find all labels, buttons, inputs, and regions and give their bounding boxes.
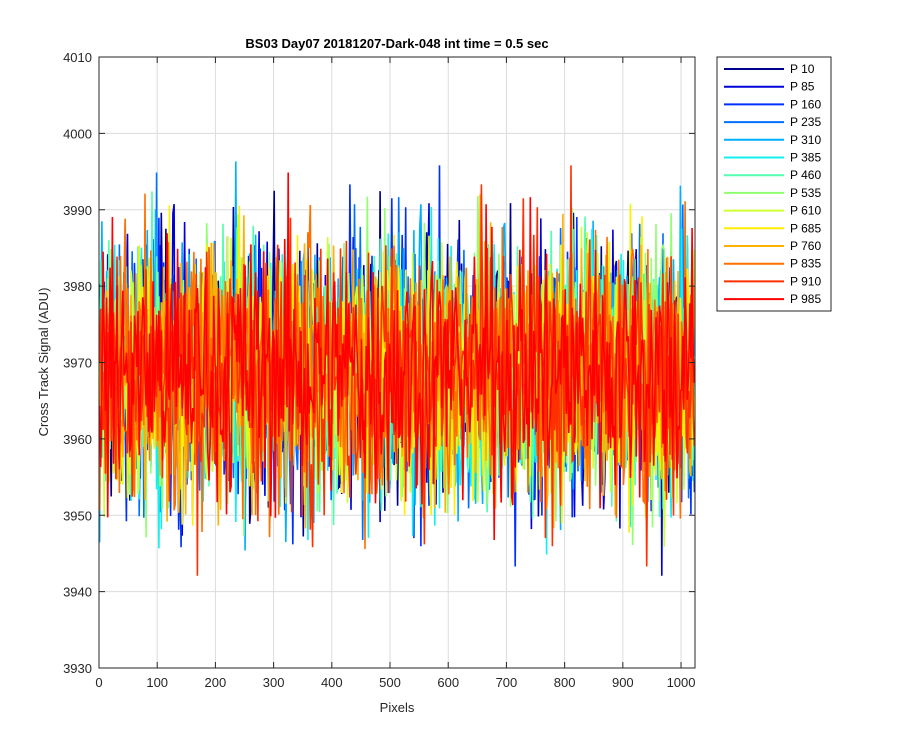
x-tick-label: 800 bbox=[554, 675, 576, 690]
legend-entry-label: P 385 bbox=[790, 151, 821, 165]
legend-entry-label: P 460 bbox=[790, 168, 821, 182]
legend-entry-label: P 610 bbox=[790, 204, 821, 218]
legend-entry-label: P 685 bbox=[790, 221, 821, 235]
legend-entry-label: P 835 bbox=[790, 257, 821, 271]
legend-entry-label: P 760 bbox=[790, 239, 821, 253]
x-tick-label: 600 bbox=[437, 675, 459, 690]
x-tick-label: 500 bbox=[379, 675, 401, 690]
x-tick-label: 200 bbox=[205, 675, 227, 690]
ticks: 0 100 200 300 400 500 600 700 800 900 1000 3930 3940… bbox=[63, 50, 695, 690]
legend-entry-label: P 10 bbox=[790, 62, 815, 76]
y-tick-label: 3960 bbox=[63, 432, 92, 447]
y-tick-label: 3980 bbox=[63, 279, 92, 294]
y-tick-label: 4010 bbox=[63, 50, 92, 65]
y-tick-label: 3990 bbox=[63, 203, 92, 218]
x-tick-label: 400 bbox=[321, 675, 343, 690]
series-line-p-985 bbox=[98, 172, 696, 541]
y-tick-label: 3970 bbox=[63, 356, 92, 371]
legend-entry-label: P 310 bbox=[790, 133, 821, 147]
x-tick-label: 0 bbox=[95, 675, 102, 690]
y-tick-label: 3940 bbox=[63, 585, 92, 600]
x-tick-label: 1000 bbox=[667, 675, 696, 690]
x-tick-label: 700 bbox=[496, 675, 518, 690]
y-tick-label: 4000 bbox=[63, 126, 92, 141]
legend-entry-label: P 910 bbox=[790, 274, 821, 288]
x-tick-label: 100 bbox=[146, 675, 168, 690]
legend-entry-label: P 160 bbox=[790, 97, 821, 111]
legend-box bbox=[716, 56, 832, 312]
series-layer bbox=[98, 161, 696, 576]
y-axis-label: Cross Track Signal (ADU) bbox=[36, 288, 51, 437]
x-tick-label: 300 bbox=[263, 675, 285, 690]
chart-title: BS03 Day07 20181207-Dark-048 int time = … bbox=[245, 36, 548, 51]
x-tick-label: 900 bbox=[612, 675, 634, 690]
legend: P 10 P 85 P 160 P 235 P 310 P 385 P 460 P 535 P … bbox=[716, 56, 832, 312]
x-axis-label: Pixels bbox=[380, 700, 415, 715]
legend-entry-label: P 985 bbox=[790, 292, 821, 306]
legend-entry-label: P 85 bbox=[790, 80, 815, 94]
y-tick-label: 3930 bbox=[63, 661, 92, 676]
y-tick-label: 3950 bbox=[63, 508, 92, 523]
legend-entry-label: P 535 bbox=[790, 186, 821, 200]
legend-entry-label: P 235 bbox=[790, 115, 821, 129]
